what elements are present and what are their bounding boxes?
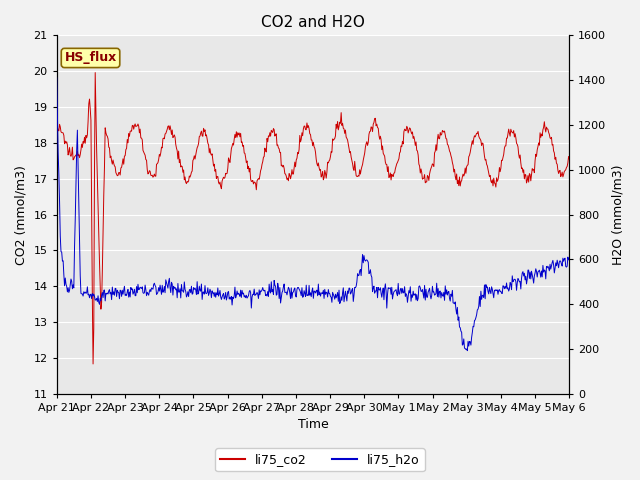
Text: HS_flux: HS_flux	[65, 51, 116, 64]
Title: CO2 and H2O: CO2 and H2O	[261, 15, 365, 30]
X-axis label: Time: Time	[298, 419, 328, 432]
Legend: li75_co2, li75_h2o: li75_co2, li75_h2o	[215, 448, 425, 471]
Y-axis label: CO2 (mmol/m3): CO2 (mmol/m3)	[15, 165, 28, 264]
Y-axis label: H2O (mmol/m3): H2O (mmol/m3)	[612, 164, 625, 265]
